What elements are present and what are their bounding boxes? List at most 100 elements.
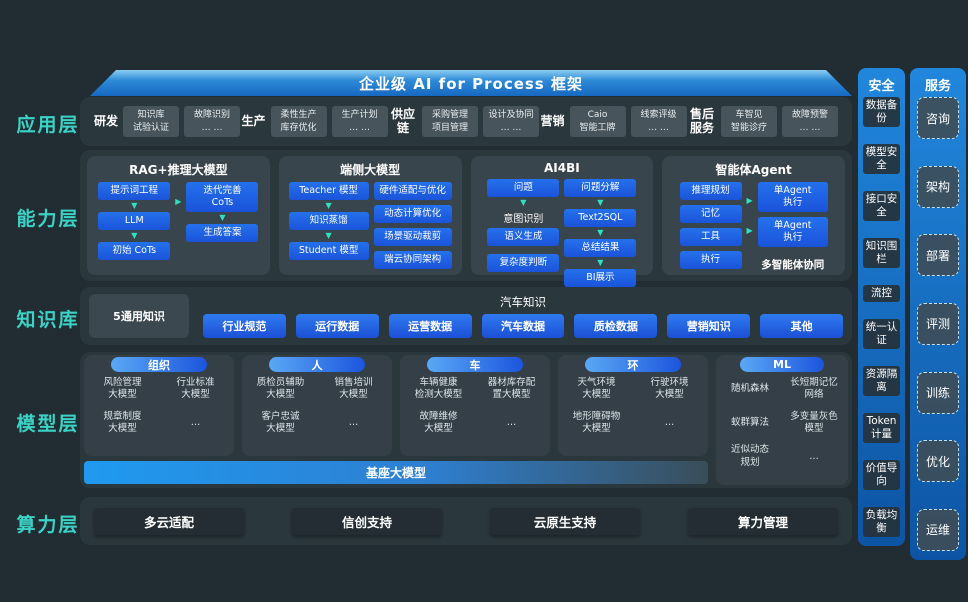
panel-title: RAG+推理大模型 [129,163,228,177]
knowledge-chip: 运营数据 [388,314,472,338]
title-banner: 企业级 AI for Process 框架 [90,70,852,96]
app-group-label: 生产 [241,113,266,128]
model-item: 规章制度 大模型 [103,410,142,435]
security-item: 价值导向 [863,459,900,490]
model-item: 随机森林 [730,383,769,395]
model-group-people: 人 质检员辅助 大模型 销售培训 大模型 客户忠诚 大模型 … [242,355,392,456]
panel-rag: RAG+推理大模型 提示词工程 ▼ LLM ▼ 初始 CoTs ▶ 迭代完善 C… [87,156,270,275]
service-box: 训练 [917,371,959,414]
app-box: 知识库 试验认证 [123,106,180,137]
app-group-marketing: 营销 Caio 智能工牌 线索评级 … … [540,106,687,137]
app-box: 线索评级 … … [630,106,687,137]
flow-text: 意图识别 [503,213,544,225]
layer-label-app: 应用层 [16,114,80,136]
security-strip-label: 安全 [868,79,895,94]
model-item: 器材库存配 置大模型 [487,377,536,401]
app-box: 柔性生产 库存优化 [270,106,327,137]
app-box: 车智见 智能诊疗 [720,106,777,137]
model-item: 行驶环境 大模型 [650,377,689,401]
group-pill: 车 [427,357,523,372]
panel-agent: 智能体Agent 推理规划 记忆 工具 执行 ▶ ▶ 单Agent 执行 单Ag… [662,156,845,275]
panel-edge-model: 端侧大模型 Teacher 模型 ▼ 知识蒸馏 ▼ Student 模型 硬件适… [278,156,462,275]
model-item: 长短期记忆 网络 [790,377,838,401]
model-item: 天气环境 大模型 [577,377,616,401]
model-group-organization: 组织 风险管理 大模型 行业标准 大模型 规章制度 大模型 … [84,355,234,456]
security-item: 数据备份 [863,97,900,128]
model-item: 质检员辅助 大模型 [256,377,305,401]
arrow-down-icon: ▼ [131,200,138,210]
service-box: 架构 [917,165,959,208]
compute-layer-band: 多云适配 信创支持 云原生支持 算力管理 [80,497,852,545]
feature-box: 场景驱动裁剪 [373,227,452,246]
model-item: … [190,416,201,428]
model-item: 销售培训 大模型 [334,377,373,401]
model-group-ml: ML 随机森林 长短期记忆 网络 蚁群算法 多变量灰色 模型 近似动态 规划 … [716,355,848,485]
group-pill: 组织 [111,357,207,372]
auto-knowledge-title: 汽车知识 [500,295,546,309]
model-group-vehicle: 车 车辆健康 检测大模型 器材库存配 置大模型 故障维修 大模型 … [400,355,550,456]
flow-node: 语义生成 [487,227,560,246]
panel-ai4bi: AI4BI 问题 ▼ 意图识别 语义生成 复杂度判断 问题分解 ▼ Text2S… [470,156,654,287]
group-pill: 环 [585,357,681,372]
knowledge-layer-band: 5通用知识 汽车知识 行业规范 运行数据 运营数据 汽车数据 质检数据 营销知识… [80,287,852,345]
compute-box: 云原生支持 [490,507,640,535]
app-box: 故障识别 … … [184,106,241,137]
compute-box: 算力管理 [688,507,838,535]
model-item: 近似动态 规划 [730,444,769,468]
arrow-right-icon: ▶ [746,196,753,205]
flow-node: 问题 [487,179,560,197]
app-box: Caio 智能工牌 [569,106,626,137]
compute-box: 信创支持 [292,507,442,535]
feature-box: 端云协同架构 [373,250,452,269]
model-item: 地形障碍物 大模型 [572,410,621,435]
flow-node: 初始 CoTs [98,241,171,260]
model-item: … [348,416,359,428]
model-item: … [809,450,819,462]
compute-box: 多云适配 [94,507,244,535]
flow-node: BI展示 [564,268,637,287]
app-box: 故障预警 … … [781,106,838,137]
security-item: 流控 [863,284,900,303]
service-box: 咨询 [917,97,959,139]
arrow-down-icon: ▼ [131,230,138,240]
multi-agent-caption: 多智能体协同 [761,258,825,271]
arrow-down-icon: ▼ [325,230,332,240]
security-item: 知识围栏 [863,237,900,269]
agent-component: 推理规划 [679,182,742,200]
services-strip: 服务 咨询 架构 部署 评测 训练 优化 运维 [910,68,966,560]
layer-label-compute: 算力层 [16,514,80,536]
app-group-label: 研发 [94,113,119,128]
arrow-down-icon: ▼ [597,257,604,267]
security-item: 统一认证 [863,318,900,350]
base-model-bar: 基座大模型 [84,461,708,484]
panel-title: 端侧大模型 [340,163,401,177]
flow-node: LLM [98,211,171,230]
feature-box: 动态计算优化 [373,204,452,223]
security-item: 接口安全 [863,190,900,222]
capability-layer-band: RAG+推理大模型 提示词工程 ▼ LLM ▼ 初始 CoTs ▶ 迭代完善 C… [80,150,852,287]
flow-node: 总结结果 [564,238,637,257]
page-title: 企业级 AI for Process 框架 [359,74,583,93]
model-item: 车辆健康 检测大模型 [414,377,463,401]
application-layer-band: 研发 知识库 试验认证 故障识别 … … 生产 柔性生产 库存优化 生产计划 …… [80,97,852,146]
model-layer-band: 组织 风险管理 大模型 行业标准 大模型 规章制度 大模型 … 人 质检员辅助 … [80,352,852,488]
flow-node: Text2SQL [564,208,637,227]
model-item: 故障维修 大模型 [419,410,458,435]
flow-node: 知识蒸馏 [288,211,369,230]
arrow-down-icon: ▼ [219,212,226,222]
agent-exec-box: 单Agent 执行 [757,182,828,212]
app-group-rd: 研发 知识库 试验认证 故障识别 … … [94,106,241,137]
knowledge-chip: 行业规范 [203,314,286,338]
arrow-down-icon: ▼ [597,197,604,207]
knowledge-chip: 质检数据 [574,314,658,338]
feature-box: 硬件适配与优化 [373,182,452,200]
app-group-supply-chain: 供应链 采购管理 项目管理 设计及协同 … … [389,106,539,137]
app-group-production: 生产 柔性生产 库存优化 生产计划 … … [241,106,388,137]
agent-exec-box: 单Agent 执行 [757,216,828,247]
auto-knowledge-panel: 汽车知识 行业规范 运行数据 运营数据 汽车数据 质检数据 营销知识 其他 [203,294,844,338]
knowledge-chip: 运行数据 [295,314,379,338]
app-box: 生产计划 … … [331,106,388,137]
arrow-down-icon: ▼ [520,197,527,207]
arrow-right-icon: ▶ [746,226,753,235]
